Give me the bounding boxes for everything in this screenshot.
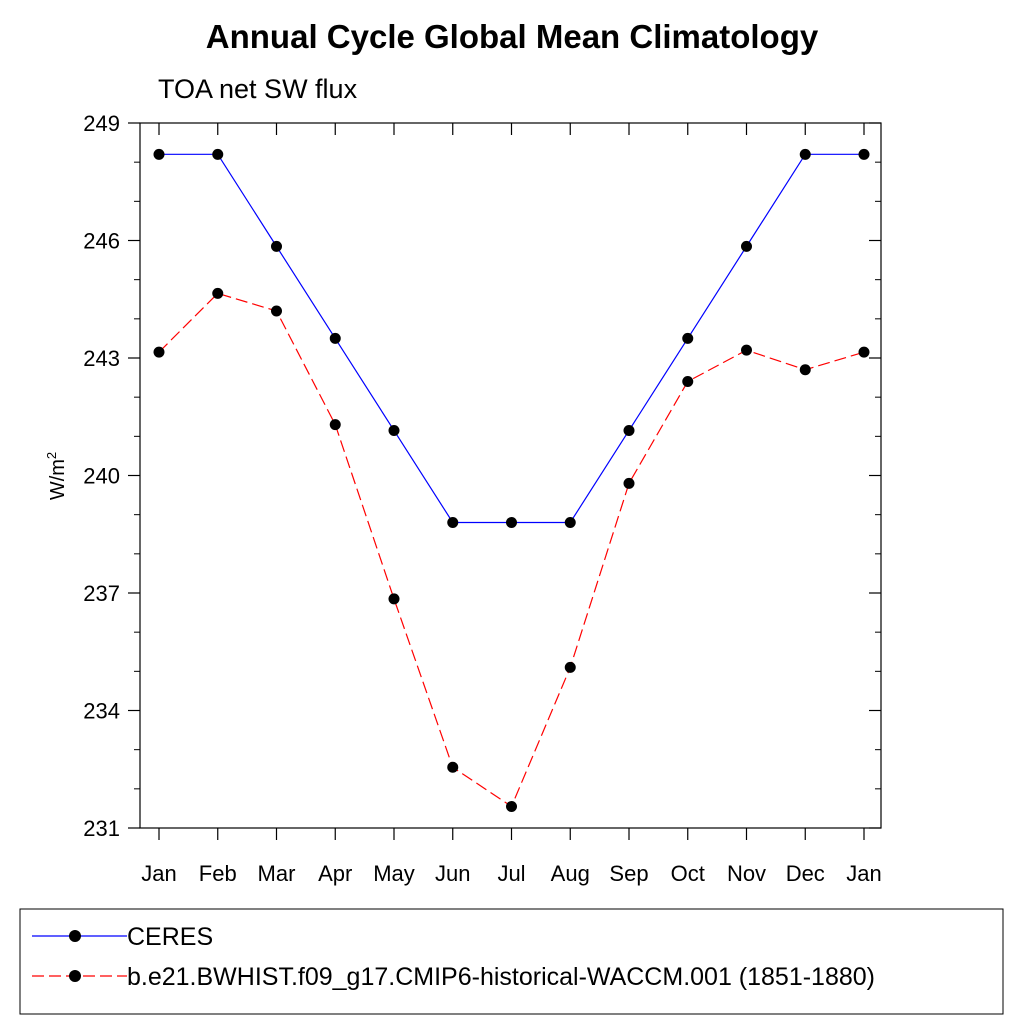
- x-tick-label: Mar: [258, 861, 296, 886]
- x-tick-label: Jan: [141, 861, 176, 886]
- series-1-point: [564, 661, 576, 673]
- legend-ceres-label: CERES: [127, 923, 213, 951]
- series-1-point: [329, 419, 341, 431]
- series-0-point: [741, 240, 752, 252]
- legend-box: [19, 908, 1004, 1015]
- x-tick-label: Oct: [671, 861, 705, 886]
- legend-model-marker: [69, 970, 81, 982]
- series-1-point: [153, 346, 165, 358]
- y-tick-label: 246: [83, 229, 120, 254]
- series-0-point: [858, 148, 870, 160]
- y-tick-label: 234: [83, 699, 120, 724]
- series-0-point: [564, 517, 576, 528]
- x-tick-label: Aug: [551, 861, 590, 886]
- y-axis-label-base: W/m: [47, 459, 69, 500]
- x-tick-label: May: [373, 861, 415, 886]
- series-0-point: [153, 148, 165, 160]
- x-tick-label: Jan: [846, 861, 881, 886]
- series-0-point: [329, 332, 341, 344]
- series-1-point: [623, 477, 635, 489]
- series-1-point: [682, 376, 694, 387]
- x-tick-label: Sep: [609, 861, 648, 886]
- series-layer: [153, 148, 870, 812]
- y-axis-label-superscript: 2: [44, 452, 59, 459]
- y-tick-label: 243: [83, 346, 120, 371]
- series-1-point: [858, 346, 870, 358]
- legend-model-label: b.e21.BWHIST.f09_g17.CMIP6-historical-WA…: [127, 963, 875, 991]
- x-tick-label: Apr: [318, 861, 352, 886]
- series-1-point: [741, 344, 752, 356]
- series-0-point: [212, 148, 224, 160]
- y-tick-label: 240: [83, 464, 120, 489]
- series-line-0: [159, 153, 864, 524]
- legend-ceres-marker: [69, 930, 81, 942]
- series-1-point: [212, 287, 224, 299]
- series-0-point: [623, 424, 635, 436]
- legend-entry-ceres: CERES: [32, 923, 213, 951]
- x-tick-label: Jul: [497, 861, 525, 886]
- y-tick-labels: 231 234 237 240 243 246 249: [83, 111, 120, 841]
- chart-subtitle: TOA net SW flux: [158, 74, 358, 104]
- series-0-point: [388, 424, 400, 436]
- series-1-point: [271, 305, 282, 317]
- y-tick-label: 237: [83, 581, 120, 606]
- series-0-point: [271, 240, 282, 252]
- svg-text:W/m2: W/m2: [44, 452, 69, 500]
- x-tick-label: Dec: [786, 861, 825, 886]
- series-0-point: [506, 517, 517, 528]
- series-1-point: [388, 593, 400, 605]
- x-tick-label: Nov: [727, 861, 766, 886]
- chart-title: Annual Cycle Global Mean Climatology: [206, 18, 819, 55]
- series-0-point: [682, 332, 694, 344]
- legend-entry-model: b.e21.BWHIST.f09_g17.CMIP6-historical-WA…: [32, 963, 875, 991]
- series-line-1: [158, 292, 865, 808]
- series-0-point: [447, 517, 459, 528]
- series-0-point: [799, 148, 811, 160]
- series-1-point: [799, 364, 811, 376]
- series-1-point: [506, 800, 517, 812]
- plot-frame: [139, 122, 882, 829]
- series-1-point: [447, 761, 459, 773]
- y-tick-label: 231: [83, 816, 120, 841]
- axis-ticks: [128, 122, 881, 840]
- x-tick-labels: Jan Feb Mar Apr May Jun Jul Aug Sep Oct Nov Dec Jan: [141, 861, 881, 886]
- x-tick-label: Feb: [199, 861, 237, 886]
- x-tick-label: Jun: [435, 861, 470, 886]
- y-axis-label: W/m2: [44, 452, 69, 500]
- y-tick-label: 249: [83, 111, 120, 136]
